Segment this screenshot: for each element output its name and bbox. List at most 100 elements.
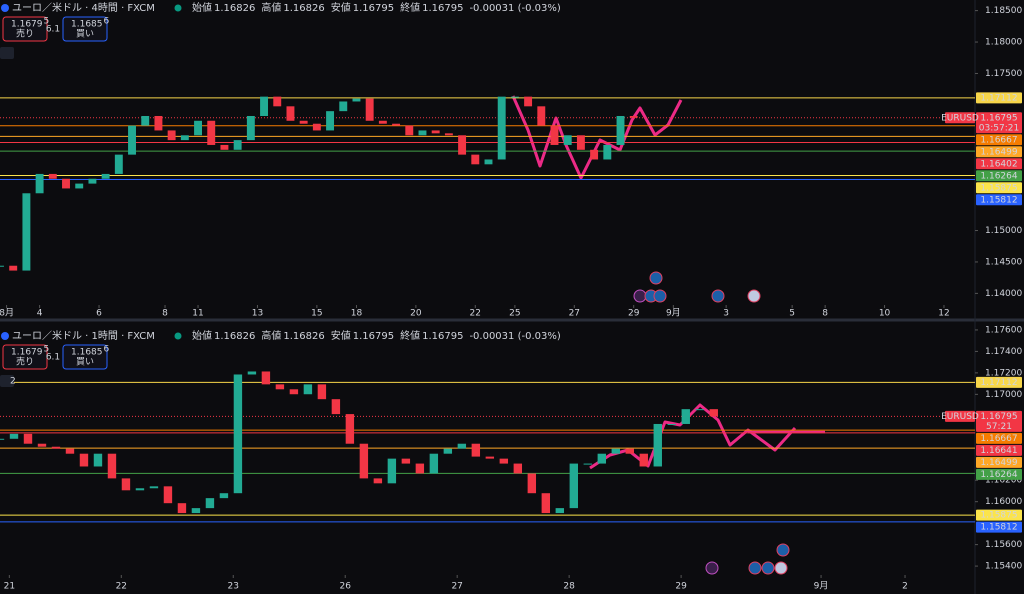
candle-body <box>194 120 202 136</box>
candle-body <box>443 448 453 454</box>
y-tick-label: 1.15400 <box>985 562 1022 572</box>
ohlc-label: 高値 <box>261 329 281 342</box>
candle-body <box>23 433 33 444</box>
candle-body <box>167 130 176 141</box>
collapse-button[interactable] <box>0 47 14 59</box>
candle-body <box>107 453 117 479</box>
candle-body <box>429 453 439 474</box>
candle-body <box>75 183 84 189</box>
candle-body <box>373 478 383 484</box>
candle-body <box>246 115 255 141</box>
candle-body <box>88 178 97 184</box>
candle-body <box>37 443 47 447</box>
candle-body <box>524 96 533 107</box>
ohlc-label: 安値 <box>331 1 351 14</box>
bid-pip: 5 <box>44 345 50 355</box>
symbol-tag-box <box>945 112 975 124</box>
candle-body <box>275 384 285 390</box>
x-tick-label: 23 <box>228 582 239 592</box>
bid-button[interactable] <box>2 344 48 370</box>
candle-body <box>576 135 585 150</box>
x-tick-label: 11 <box>192 309 203 319</box>
candle-body <box>510 96 519 98</box>
ohlc-label: 安値 <box>331 329 351 342</box>
status-dot <box>174 332 182 340</box>
y-tick-label: 1.14000 <box>985 289 1022 299</box>
candle-body <box>471 154 480 165</box>
symbol-tag: EURUSD <box>941 412 979 422</box>
price-label-box <box>976 92 1022 104</box>
candle-body <box>611 448 620 454</box>
y-tick-label: 1.15000 <box>985 226 1022 236</box>
x-tick-label: 25 <box>509 309 520 319</box>
x-tick-label: 8 <box>822 309 828 319</box>
price-label-box <box>976 146 1022 158</box>
bid-button[interactable] <box>2 16 48 42</box>
price-label-box <box>976 158 1022 170</box>
price-label: 1.16264 <box>980 470 1017 480</box>
bid-price: 1.1679 <box>11 20 43 30</box>
candle-body <box>392 123 401 126</box>
candle-body <box>352 98 361 102</box>
candle-body <box>114 154 123 174</box>
y-tick-label: 1.16200 <box>985 476 1022 486</box>
ohlc-value: 1.16826 <box>283 3 324 14</box>
y-tick-label: 1.15600 <box>985 540 1022 550</box>
candle-body <box>128 125 136 155</box>
ask-label: 買い <box>76 357 94 368</box>
x-tick-label: 6 <box>96 309 102 319</box>
event-icons <box>633 271 790 575</box>
bid-price: 1.1679 <box>11 348 43 358</box>
candle-body <box>625 448 634 454</box>
ohlc-label: 始値 <box>192 329 212 342</box>
price-label: 1.16402 <box>980 159 1017 169</box>
ask-button[interactable] <box>62 344 108 370</box>
ask-label: 買い <box>76 29 94 40</box>
candle-body <box>415 463 425 474</box>
candle-body <box>220 144 229 150</box>
y-tick-label: 1.17400 <box>985 347 1022 357</box>
candle-body <box>286 106 295 121</box>
candle-body <box>629 115 638 118</box>
candle-body <box>444 133 453 136</box>
price-label-box <box>976 432 1022 444</box>
price-label-box <box>976 444 1022 456</box>
price-label-box <box>976 170 1022 182</box>
x-tick-label: 21 <box>4 582 15 592</box>
price-label: 1.15875 <box>980 183 1017 193</box>
candle-body <box>378 120 387 124</box>
x-tick-label: 5 <box>789 309 795 319</box>
candle-body <box>513 463 523 474</box>
price-label: 1.16641 <box>980 446 1017 456</box>
price-label: 1.15875 <box>980 511 1017 521</box>
collapse-button[interactable] <box>0 375 14 387</box>
ask-pip: 6 <box>104 345 110 355</box>
spread: 6.1 <box>46 25 60 35</box>
candle-body <box>101 173 110 179</box>
price-label-box <box>976 456 1022 468</box>
ohlc-value: 1.16826 <box>214 3 255 14</box>
y-tick-label: 1.17600 <box>985 325 1022 335</box>
countdown: 57:21 <box>986 422 1012 432</box>
candle-body <box>365 98 374 121</box>
change: -0.00031 (-0.03%) <box>469 331 560 342</box>
symbol-tag: EURUSD <box>941 113 979 123</box>
candle-body <box>603 144 612 160</box>
candle-body <box>326 111 335 131</box>
candle-body <box>303 384 313 395</box>
y-tick-label: 1.16000 <box>985 497 1022 507</box>
ohlc-label: 終値 <box>400 329 420 342</box>
x-tick-label: 27 <box>451 582 462 592</box>
candle-body <box>149 486 159 489</box>
ask-button[interactable] <box>62 16 108 42</box>
candle-body <box>583 463 592 465</box>
candle-body <box>597 453 606 464</box>
price-label: 1.17112 <box>980 93 1017 103</box>
candle-body <box>590 149 599 160</box>
candle-body <box>550 125 559 145</box>
candle-body <box>653 423 662 467</box>
x-tick-label: 8月 <box>0 308 14 319</box>
candle-body <box>0 438 5 440</box>
x-tick-label: 9月 <box>666 308 681 319</box>
candle-body <box>484 159 493 165</box>
